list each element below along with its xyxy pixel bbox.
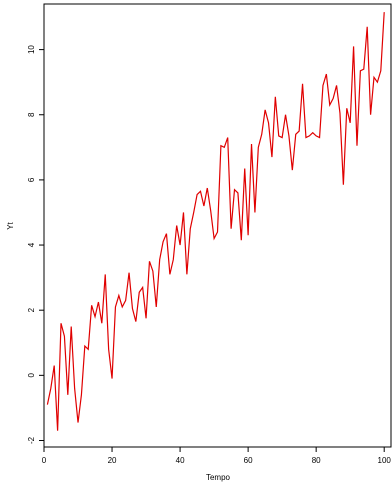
x-tick-label: 0 — [42, 456, 47, 465]
y-axis-label: Yt — [6, 221, 15, 229]
series-line — [46, 12, 385, 431]
x-tick-label: 100 — [378, 456, 392, 465]
y-tick-label: -2 — [27, 436, 36, 444]
y-tick-label: 2 — [27, 307, 36, 312]
x-axis-label: Tempo — [206, 473, 231, 482]
x-tick-label: 80 — [312, 456, 321, 465]
y-tick-label: 10 — [27, 45, 36, 54]
y-tick-label: 4 — [27, 242, 36, 247]
x-tick-label: 20 — [108, 456, 117, 465]
x-axis: 0 20 40 60 80 100 — [42, 447, 392, 465]
y-tick-label: 8 — [27, 112, 36, 117]
y-axis: -2 0 2 4 6 8 10 — [27, 45, 44, 444]
y-tick-label: 0 — [27, 373, 36, 378]
x-tick-label: 40 — [176, 456, 185, 465]
y-tick-label: 6 — [27, 177, 36, 182]
plot-frame — [43, 3, 392, 448]
x-tick-label: 60 — [244, 456, 253, 465]
